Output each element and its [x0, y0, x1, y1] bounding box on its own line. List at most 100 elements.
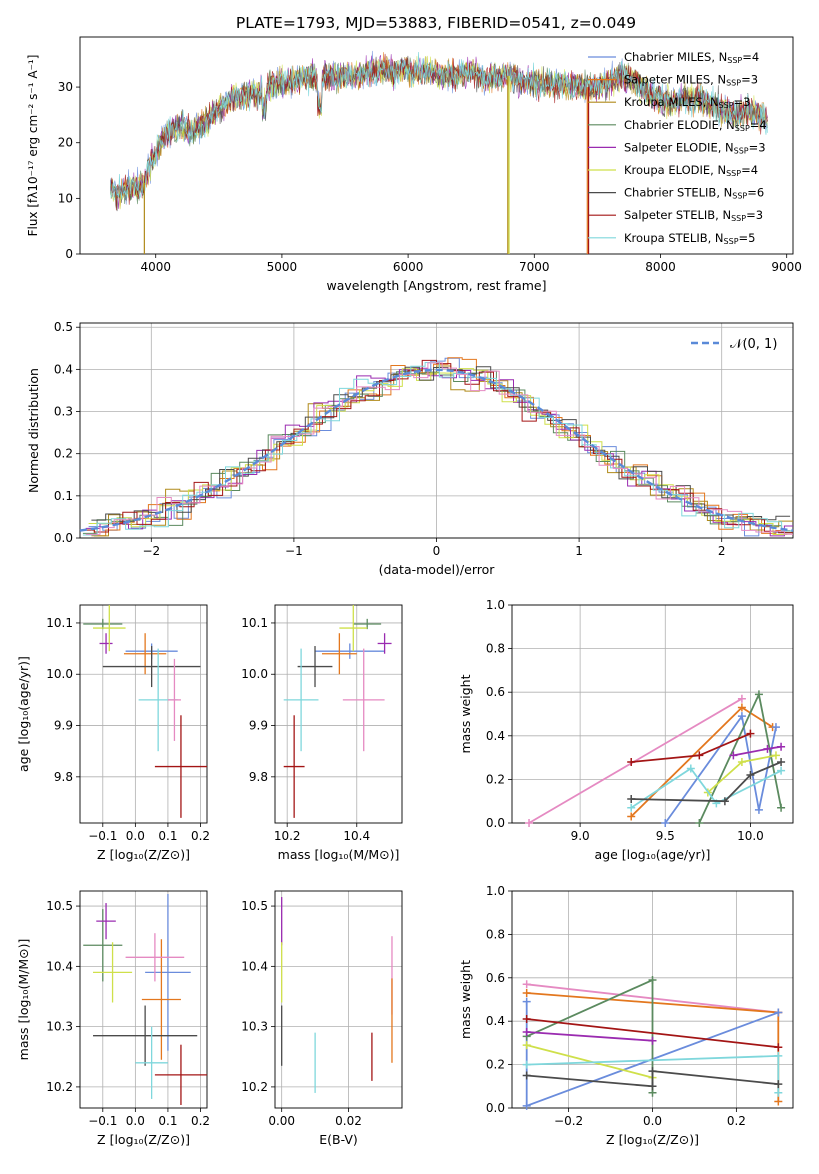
y-tick-label: 1.0	[486, 884, 505, 898]
x-tick-label: 4000	[140, 260, 171, 274]
x-tick-label: 2	[718, 544, 726, 558]
x-tick-label: 0.2	[191, 1114, 210, 1128]
x-axis-label: wavelength [Angstrom, rest frame]	[326, 278, 546, 293]
x-axis-label: E(B-V)	[319, 1132, 358, 1147]
y-tick-label: 0.2	[486, 1058, 505, 1072]
y-tick-label: 10.4	[241, 959, 268, 973]
x-tick-label: 0.0	[643, 1114, 662, 1128]
x-tick-label: 9000	[771, 260, 802, 274]
x-tick-label: 10.2	[274, 829, 301, 843]
mass-weight-point	[746, 729, 755, 738]
axes-frame	[511, 604, 794, 824]
legend-entry: Kroupa ELODIE, NSSP=4	[624, 163, 758, 178]
x-tick-label: 0.02	[335, 1114, 362, 1128]
mass-weight-line	[630, 767, 782, 809]
histogram-series	[85, 362, 793, 535]
x-tick-label: 10.0	[737, 829, 764, 843]
y-tick-label: 0.3	[54, 405, 73, 419]
y-tick-label: 10.1	[241, 616, 268, 630]
y-tick-label: 0.4	[54, 362, 73, 376]
legend-entry: Salpeter ELODIE, NSSP=3	[624, 140, 766, 155]
y-tick-label: 10.3	[46, 1020, 73, 1034]
mass-weight-point	[774, 1008, 783, 1017]
x-tick-label: −0.2	[554, 1114, 583, 1128]
y-tick-label: 10.5	[241, 899, 268, 913]
mass-weight-line	[526, 1018, 779, 1049]
y-tick-label: 0.6	[486, 971, 505, 985]
x-tick-label: 1	[575, 544, 583, 558]
x-tick-label: 9.0	[571, 829, 590, 843]
x-tick-label: 10.4	[343, 829, 370, 843]
legend-entry: Chabrier ELODIE, NSSP=4	[624, 118, 767, 133]
figure-title: PLATE=1793, MJD=53883, FIBERID=0541, z=0…	[236, 14, 636, 32]
y-tick-label: 10	[58, 191, 73, 205]
mass-weight-vs-age-panel: 9.0 9.5 10.0 0.0 0.2 0.4 0.6 0.8 1.0 age [log₁₀(a…	[458, 598, 794, 862]
y-tick-label: 30	[58, 80, 73, 94]
x-tick-label: 5000	[267, 260, 298, 274]
mass-weight-point	[771, 751, 780, 760]
mass-weight-point	[737, 694, 746, 703]
mass-weight-point	[522, 1015, 531, 1024]
x-axis-label: Z [log₁₀(Z/Z⊙)]	[97, 1132, 190, 1147]
x-axis-label: Z [log₁₀(Z/Z⊙)]	[97, 847, 190, 862]
mass-weight-line	[631, 761, 782, 803]
y-tick-label: 0	[65, 247, 73, 261]
mass-weight-point	[522, 1060, 531, 1069]
x-tick-label: 0.0	[126, 1114, 145, 1128]
mass-weight-point	[522, 1101, 531, 1110]
x-tick-label: −1	[285, 544, 303, 558]
mass-weight-point	[695, 819, 704, 827]
legend-entry: Kroupa STELIB, NSSP=5	[624, 231, 755, 246]
mass-weight-point	[522, 1028, 531, 1037]
mass-weight-line	[526, 1070, 779, 1088]
legend-entry: Chabrier MILES, NSSP=4	[624, 50, 759, 65]
mass-weight-point	[648, 1036, 657, 1045]
mass-weight-point	[525, 819, 534, 827]
mass-weight-point	[522, 1041, 531, 1050]
mass-weight-point	[777, 742, 786, 751]
spectrum-line	[110, 55, 768, 212]
mass-weight-point	[777, 803, 786, 812]
mass-weight-point	[774, 1088, 783, 1097]
x-axis-label: (data-model)/error	[379, 562, 496, 577]
y-tick-label: 10.1	[46, 616, 73, 630]
mass-vs-Z-panel: −0.1 0.0 0.1 0.2 10.2 10.3 10.4 10.5 Z [log₁₀(Z/…	[16, 890, 210, 1147]
x-tick-label: 0.00	[268, 1114, 295, 1128]
mass-weight-point	[737, 703, 746, 712]
y-tick-label: 9.8	[54, 770, 73, 784]
normal-curve	[79, 368, 794, 532]
y-tick-label: 10.2	[241, 1080, 268, 1094]
mass-weight-point	[754, 690, 763, 699]
x-axis-label: age [log₁₀(age/yr)]	[595, 847, 711, 862]
y-tick-label: 0.4	[486, 1014, 505, 1028]
mass-weight-line	[526, 1044, 653, 1079]
axes-frame	[79, 604, 208, 824]
y-tick-label: 0.8	[486, 927, 505, 941]
mass-weight-point	[661, 819, 670, 827]
mass-weight-point	[648, 975, 657, 984]
y-axis-label: Normed distribution	[26, 368, 41, 493]
legend-entry: Salpeter MILES, NSSP=3	[624, 73, 758, 88]
mass-weight-point	[648, 1082, 657, 1091]
histogram-series	[88, 368, 788, 535]
x-tick-label: −2	[142, 544, 160, 558]
y-axis-label: age [log₁₀(age/yr)]	[16, 656, 31, 772]
mass-weight-line	[733, 745, 782, 757]
spectrum-panel: 4000 5000 6000 7000 8000 9000 0 10 20 30 wavelengt…	[26, 36, 802, 293]
mass-weight-point	[774, 1080, 783, 1089]
y-tick-label: 0.0	[54, 531, 73, 545]
x-tick-label: 0	[433, 544, 441, 558]
y-axis-label: Flux [fλ10⁻¹⁷ erg cm⁻² s⁻¹ A⁻¹]	[26, 55, 40, 237]
legend-entry: 𝒩(0, 1)	[730, 337, 777, 352]
mass-weight-point	[627, 803, 636, 812]
mass-weight-point	[777, 766, 786, 775]
mass-weight-point	[777, 757, 786, 766]
histogram-series	[82, 362, 793, 536]
mass-weight-point	[627, 795, 636, 804]
spectrum-line	[110, 51, 768, 201]
y-tick-label: 10.4	[46, 959, 73, 973]
mass-weight-point	[737, 757, 746, 766]
mass-weight-point	[746, 771, 755, 780]
y-tick-label: 10.2	[46, 1080, 73, 1094]
